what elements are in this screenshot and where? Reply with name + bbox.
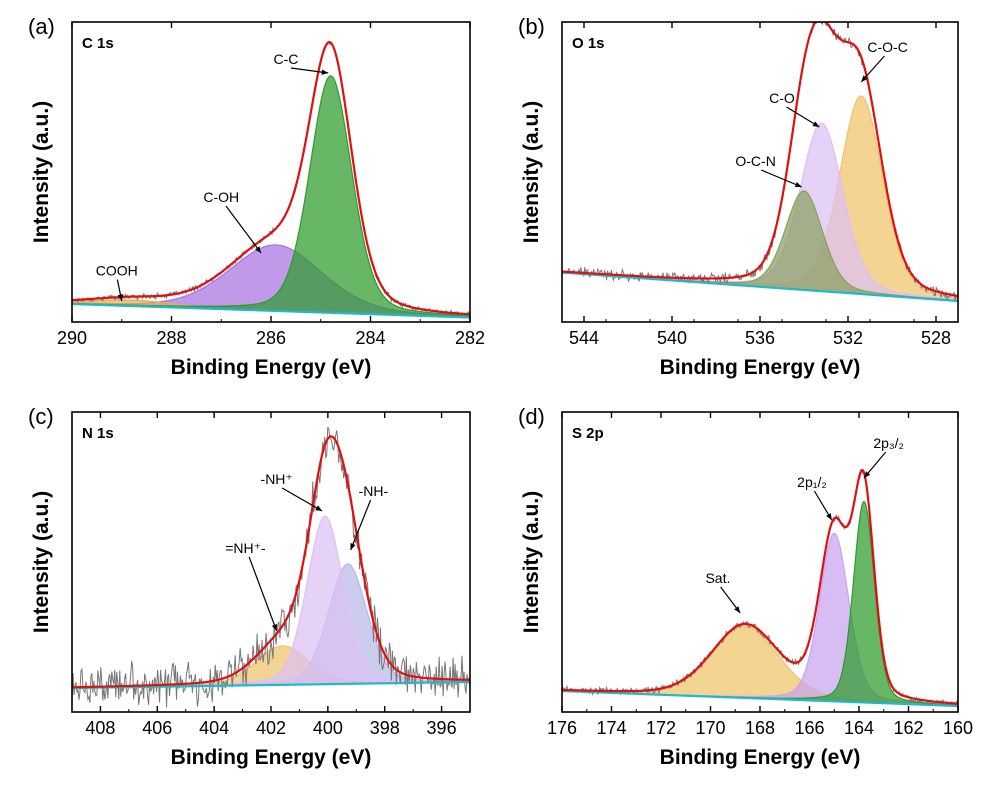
panel-letter-a: (a) [28, 14, 55, 39]
x-tick-label-d: 172 [646, 718, 676, 738]
x-tick-label-c: 400 [313, 718, 343, 738]
x-tick-label-c: 408 [85, 718, 115, 738]
peak-label-d-1: 2p₃/₂ [873, 435, 904, 451]
y-axis-label-d: Intensity (a.u.) [520, 491, 543, 633]
peak-label-a-2: C-OH [203, 189, 239, 205]
x-tick-label-c: 398 [370, 718, 400, 738]
peak-label-c-2: -NH⁺ [261, 471, 293, 487]
peak-arrowhead-a-3 [117, 294, 124, 301]
fit-envelope-b [562, 22, 958, 298]
panel-d: 176 174 172 170 168 166 164 162 160 Binding Energ… [518, 404, 973, 769]
peak-label-b-1: C-O-C [867, 39, 907, 55]
peak-arrowhead-b-1 [861, 75, 868, 82]
y-axis-label-c: Intensity (a.u.) [30, 491, 53, 633]
panel-c: 408 406 404 402 400 398 396 Binding Energy (eV)… [28, 404, 471, 769]
fit-envelope-d [562, 468, 958, 705]
x-tick-label-a: 290 [57, 328, 87, 348]
x-tick-label-b: 536 [745, 328, 775, 348]
peak-arrowhead-b-2 [812, 121, 820, 127]
peak-label-a-3: COOH [96, 263, 138, 279]
x-tick-label-a: 288 [156, 328, 186, 348]
plot-area-d [562, 468, 958, 708]
x-tick-label-a: 286 [256, 328, 286, 348]
background-line-a [72, 302, 470, 319]
x-tick-label-c: 396 [427, 718, 457, 738]
peak-arrow-c-3 [248, 556, 278, 632]
peak-arrow-c-2 [281, 487, 323, 512]
plot-area-b [562, 22, 958, 303]
peak-arrowhead-c-3 [271, 624, 277, 631]
background-line-c [72, 680, 470, 690]
background-line-d [562, 689, 958, 708]
panel-b: 544 540 536 532 528 Binding Energy (eV) Intens… [518, 14, 959, 379]
peak-label-c-3: =NH⁺- [225, 540, 266, 556]
x-tick-label-a: 284 [355, 328, 385, 348]
peak-arrowhead-d-1 [863, 471, 871, 478]
peak-label-b-3: O-C-N [735, 153, 775, 169]
x-tick-label-d: 168 [745, 718, 775, 738]
x-axis-label-d: Binding Energy (eV) [660, 746, 861, 769]
x-tick-label-c: 404 [199, 718, 229, 738]
x-tick-label-d: 176 [547, 718, 577, 738]
core-level-label-c: N 1s [82, 425, 114, 442]
panel-letter-c: (c) [28, 404, 54, 429]
x-tick-label-b: 540 [657, 328, 687, 348]
peak-arrowhead-a-2 [255, 246, 262, 253]
core-level-label-d: S 2p [572, 425, 604, 442]
x-tick-label-c: 402 [256, 718, 286, 738]
x-tick-label-a: 282 [455, 328, 485, 348]
panel-letter-b: (b) [518, 14, 545, 39]
x-axis-label-a: Binding Energy (eV) [171, 356, 372, 379]
x-tick-label-d: 160 [943, 718, 973, 738]
panel-a: 290 288 286 284 282 Binding Energy (eV) Intens… [28, 14, 485, 379]
x-tick-label-d: 174 [596, 718, 626, 738]
fit-envelope-a [72, 41, 470, 316]
peak-arrowhead-c-1 [350, 543, 356, 550]
peak-label-a-1: C-C [273, 51, 298, 67]
plot-area-a [72, 41, 470, 319]
peak-arrowhead-b-3 [794, 181, 802, 188]
x-tick-label-d: 170 [695, 718, 725, 738]
peak-label-b-2: C-O [769, 90, 795, 106]
peak-label-d-2: 2p₁/₂ [797, 474, 827, 490]
x-tick-label-b: 544 [569, 328, 599, 348]
peak-arrowhead-a-1 [321, 69, 329, 75]
peak-arrowhead-d-3 [734, 606, 741, 613]
plot-area-c [72, 426, 470, 708]
peak-label-c-1: -NH- [359, 483, 389, 499]
peak-arrow-a-2 [225, 205, 262, 254]
x-axis-label-c: Binding Energy (eV) [171, 746, 372, 769]
panel-letter-d: (d) [518, 404, 545, 429]
x-axis-label-b: Binding Energy (eV) [660, 356, 861, 379]
x-tick-label-d: 162 [893, 718, 923, 738]
x-tick-label-b: 528 [921, 328, 951, 348]
peak-label-d-3: Sat. [705, 570, 730, 586]
fit-envelope-c [72, 435, 470, 689]
x-tick-label-b: 532 [833, 328, 863, 348]
peak-arrow-c-1 [350, 499, 372, 551]
core-level-label-a: C 1s [82, 35, 114, 52]
x-tick-label-d: 166 [794, 718, 824, 738]
x-tick-label-c: 406 [142, 718, 172, 738]
peak-arrowhead-d-2 [826, 513, 832, 520]
peak-arrow-b-3 [760, 169, 803, 188]
core-level-label-b: O 1s [572, 35, 605, 52]
x-tick-label-d: 164 [844, 718, 874, 738]
peak-arrowhead-c-2 [315, 505, 323, 511]
y-axis-label-a: Intensity (a.u.) [30, 101, 53, 243]
y-axis-label-b: Intensity (a.u.) [520, 101, 543, 243]
background-line-b [562, 271, 958, 303]
